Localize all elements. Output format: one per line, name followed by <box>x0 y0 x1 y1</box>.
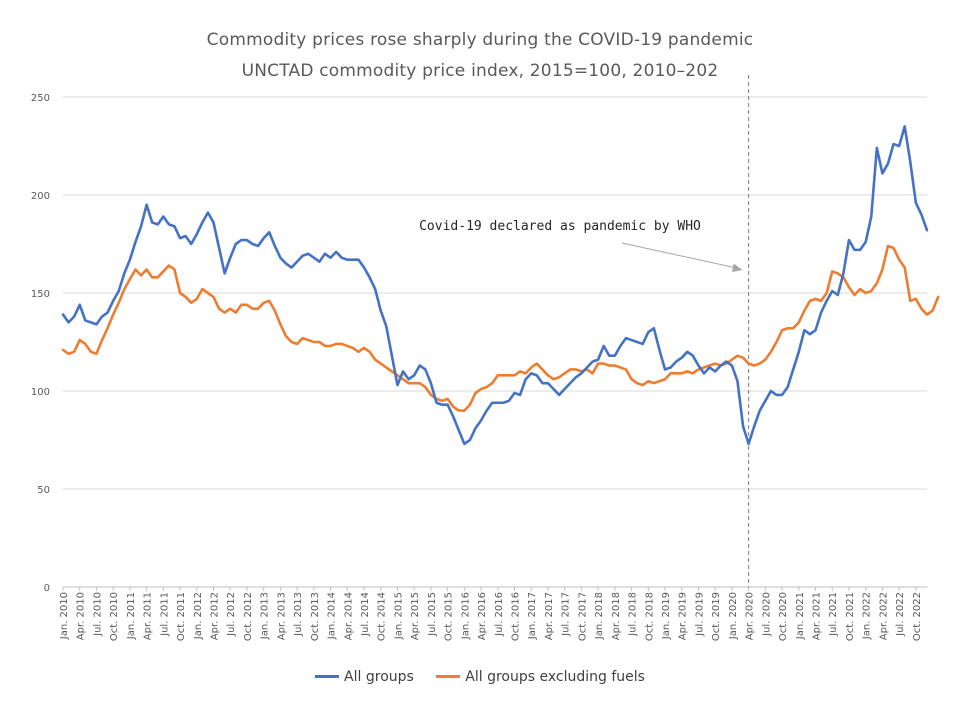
x-tick-label: Jul. 2016 <box>494 592 505 637</box>
x-tick-label: Apr. 2020 <box>745 592 756 640</box>
x-tick-label: Jul. 2019 <box>694 592 705 637</box>
x-tick-label: Jan. 2016 <box>460 592 471 640</box>
x-tick-label: Apr. 2013 <box>276 592 287 640</box>
x-tick-label: Oct. 2017 <box>577 592 588 641</box>
x-tick-label: Jul. 2020 <box>761 592 772 637</box>
annotation-arrow <box>621 242 737 269</box>
chart-subtitle: UNCTAD commodity price index, 2015=100, … <box>241 61 719 81</box>
x-tick-label: Apr. 2021 <box>812 592 823 640</box>
legend-label: All groups <box>344 668 414 685</box>
x-tick-label: Oct. 2011 <box>176 592 187 641</box>
x-tick-label: Jul. 2018 <box>628 592 639 637</box>
x-tick-label: Jul. 2021 <box>828 592 839 637</box>
annotation-text: Covid-19 declared as pandemic by WHO <box>419 219 701 234</box>
series-line-all-groups <box>61 125 929 446</box>
x-tick-label: Apr. 2022 <box>878 592 889 640</box>
x-tick-label: Apr. 2012 <box>210 592 221 640</box>
x-tick-label: Oct. 2012 <box>243 592 254 641</box>
x-tick-label: Oct. 2016 <box>511 592 522 641</box>
chart-legend: All groups All groups excluding fuels <box>0 666 960 685</box>
x-tick-label: Apr. 2019 <box>678 592 689 640</box>
x-tick-label: Apr. 2014 <box>343 592 354 640</box>
x-tick-label: Jul. 2013 <box>293 592 304 637</box>
annotation-arrowhead <box>732 263 743 272</box>
x-tick-label: Apr. 2016 <box>477 592 488 640</box>
x-tick-label: Jan. 2015 <box>393 592 404 640</box>
x-tick-label: Jul. 2022 <box>895 592 906 637</box>
x-tick-label: Oct. 2010 <box>109 592 120 641</box>
x-tick-label: Jan. 2020 <box>728 592 739 640</box>
x-tick-label: Jan. 2021 <box>795 592 806 640</box>
y-tick-label: 50 <box>37 485 50 496</box>
legend-item-excluding-fuels: All groups excluding fuels <box>436 669 645 685</box>
x-tick-label: Oct. 2014 <box>377 592 388 641</box>
x-tick-label: Jul. 2015 <box>427 592 438 637</box>
x-tick-label: Oct. 2022 <box>912 592 923 641</box>
x-tick-label: Apr. 2011 <box>143 592 154 640</box>
x-tick-label: Jan. 2012 <box>193 592 204 640</box>
x-tick-label: Jan. 2013 <box>260 592 271 640</box>
x-tick-label: Jan. 2014 <box>327 592 338 640</box>
x-tick-label: Apr. 2015 <box>410 592 421 640</box>
x-tick-label: Oct. 2013 <box>310 592 321 641</box>
y-tick-label: 100 <box>31 387 50 398</box>
x-tick-label: Apr. 2018 <box>611 592 622 640</box>
x-tick-label: Jan. 2010 <box>59 592 70 640</box>
x-tick-label: Oct. 2021 <box>845 592 856 641</box>
legend-swatch-orange <box>436 675 461 678</box>
x-tick-label: Oct. 2020 <box>778 592 789 641</box>
x-tick-label: Jan. 2018 <box>594 592 605 640</box>
x-tick-label: Jul. 2012 <box>226 592 237 637</box>
series-line-all-groups-excluding-fuels <box>61 244 940 412</box>
x-tick-label: Jan. 2017 <box>527 592 538 640</box>
x-tick-label: Apr. 2017 <box>544 592 555 640</box>
x-tick-label: Oct. 2018 <box>644 592 655 641</box>
x-tick-label: Jan. 2022 <box>862 592 873 640</box>
x-tick-label: Jul. 2017 <box>561 592 572 637</box>
legend-label: All groups excluding fuels <box>465 668 645 685</box>
x-tick-label: Oct. 2015 <box>444 592 455 641</box>
legend-item-all-groups: All groups <box>315 669 414 685</box>
x-tick-label: Jul. 2014 <box>360 592 371 637</box>
x-tick-label: Jul. 2010 <box>92 592 103 637</box>
chart-title: Commodity prices rose sharply during the… <box>206 30 754 50</box>
x-tick-label: Jan. 2011 <box>126 592 137 640</box>
y-tick-label: 0 <box>44 583 50 594</box>
x-tick-label: Apr. 2010 <box>76 592 87 640</box>
y-tick-label: 200 <box>31 191 50 202</box>
y-tick-label: 150 <box>31 289 50 300</box>
legend-swatch-blue <box>315 675 340 678</box>
x-tick-label: Jan. 2019 <box>661 592 672 640</box>
x-tick-label: Oct. 2019 <box>711 592 722 641</box>
y-tick-label: 250 <box>31 93 50 104</box>
x-tick-label: Jul. 2011 <box>159 592 170 637</box>
